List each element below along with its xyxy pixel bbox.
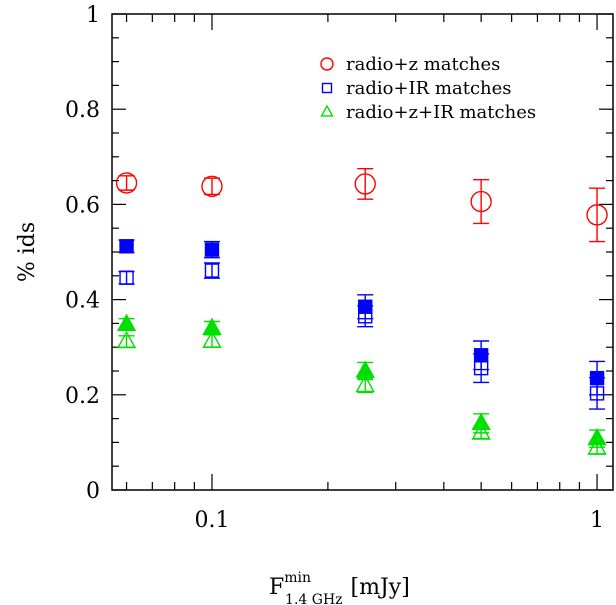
y-tick-label: 0 [86, 479, 100, 504]
legend-marker [320, 104, 334, 117]
y-tick-label: 1 [86, 3, 100, 28]
x-axis-label-base: F [269, 575, 284, 600]
series-0 [115, 167, 608, 243]
y-tick-label: 0.6 [65, 193, 100, 218]
y-tick-label: 0.4 [65, 289, 100, 314]
data-point [115, 172, 138, 194]
data-point [473, 348, 489, 363]
data-point [201, 175, 223, 198]
x-axis-label: Fmin 1.4 GHz [mJy] [269, 570, 410, 605]
data-series [115, 167, 608, 455]
x-tick-label: 1 [590, 508, 604, 533]
data-point [354, 173, 376, 195]
data-point [470, 190, 492, 213]
data-point [202, 330, 222, 348]
data-point [471, 412, 491, 431]
data-point [204, 242, 220, 257]
legend-marker [321, 82, 333, 94]
data-point [116, 330, 137, 349]
x-axis-label-unit: [mJy] [351, 575, 410, 600]
x-axis-label-sub: 1.4 GHz [285, 592, 342, 605]
data-point [202, 317, 222, 335]
data-point [116, 313, 137, 332]
data-point [587, 427, 607, 446]
data-point [358, 299, 373, 314]
data-point [204, 263, 220, 278]
data-point [355, 374, 375, 393]
series-2 [118, 239, 606, 396]
y-axis-label: % ids [15, 222, 40, 282]
legend-label: radio+IR matches [346, 78, 512, 99]
legend: radio+z matches radio+IR matches radio+z+I… [320, 54, 536, 123]
series-1 [118, 262, 606, 410]
legend-label: radio+z+IR matches [346, 102, 536, 123]
data-point [355, 360, 375, 378]
series-3 [116, 330, 607, 455]
x-axis-label-sup: min [284, 570, 311, 586]
data-point [589, 370, 605, 386]
data-point [471, 422, 491, 440]
y-tick-label: 0.8 [65, 98, 100, 123]
legend-marker [320, 57, 334, 71]
legend-label: radio+z matches [346, 54, 500, 75]
axis-tick-labels: 0 0.2 0.4 0.6 0.8 1 0.1 1 [65, 3, 604, 533]
data-point [119, 270, 134, 285]
y-tick-label: 0.2 [65, 384, 100, 409]
data-point [119, 239, 134, 254]
series-4 [116, 313, 607, 448]
data-point [586, 204, 608, 226]
x-tick-label: 0.1 [194, 508, 229, 533]
